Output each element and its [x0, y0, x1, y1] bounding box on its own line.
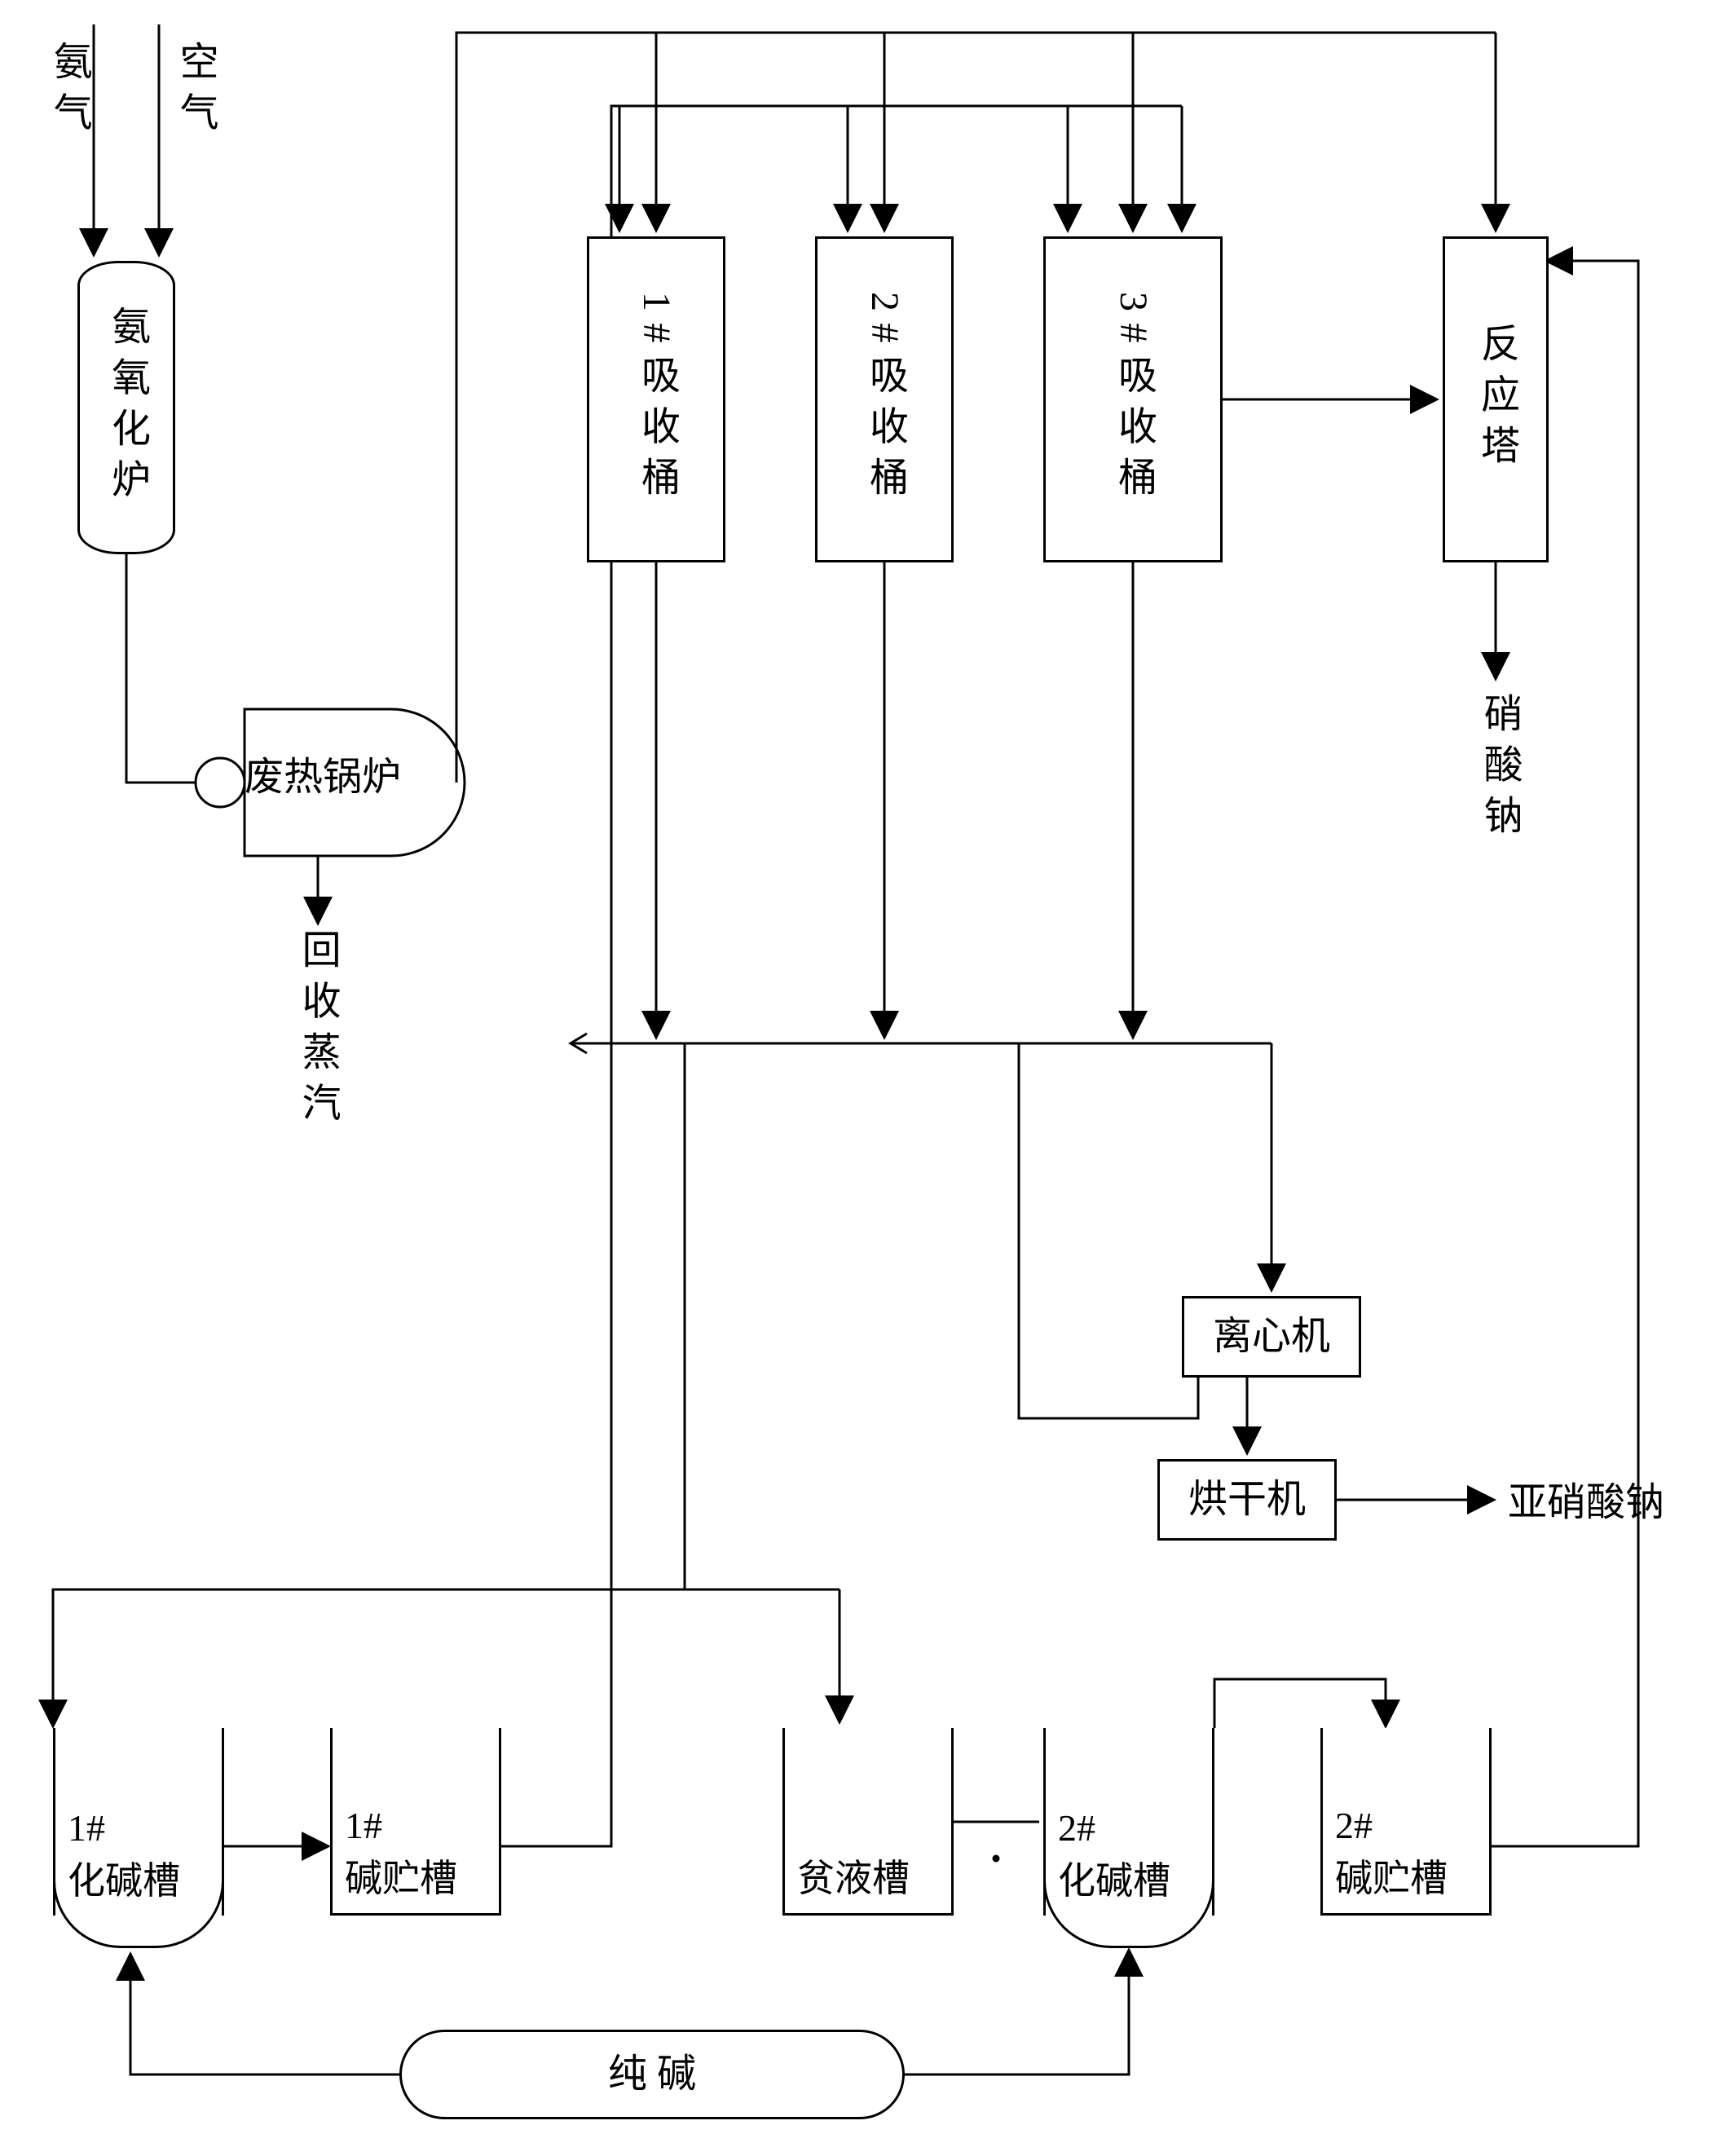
air-label: 空气 [171, 41, 218, 143]
reaction-tower: 反应塔 [1443, 236, 1549, 562]
alkali-storage-1: 1# 碱贮槽 [330, 1728, 501, 1916]
centrifuge: 离心机 [1182, 1296, 1361, 1378]
steam-recovery-label: 回收蒸汽 [293, 929, 341, 1133]
alkali-dissolver-2: 2# 化碱槽 [1043, 1728, 1214, 1916]
waste-heat-boiler-label: 废热锅炉 [245, 754, 401, 801]
lean-liquor-tank: 贫液槽 [782, 1728, 954, 1916]
soda-ash: 纯 碱 [399, 2030, 905, 2119]
diagram-canvas: 氨气 空气 氨氧化炉 废热锅炉 回收蒸汽 1#吸收桶 2#吸收桶 3#吸收桶 反… [0, 0, 1710, 2156]
absorber-3: 3#吸收桶 [1043, 236, 1223, 562]
ammonia-label: 氨气 [45, 41, 92, 143]
sodium-nitrate-label: 硝酸钠 [1475, 693, 1523, 845]
dryer: 烘干机 [1157, 1459, 1337, 1541]
absorber-2: 2#吸收桶 [815, 236, 954, 562]
ammonia-oxidation-furnace: 氨氧化炉 [77, 261, 175, 554]
absorber-1: 1#吸收桶 [587, 236, 725, 562]
sodium-nitrite-label: 亚硝酸钠 [1508, 1479, 1664, 1527]
alkali-dissolver-1: 1# 化碱槽 [53, 1728, 224, 1916]
alkali-storage-2: 2# 碱贮槽 [1320, 1728, 1492, 1916]
